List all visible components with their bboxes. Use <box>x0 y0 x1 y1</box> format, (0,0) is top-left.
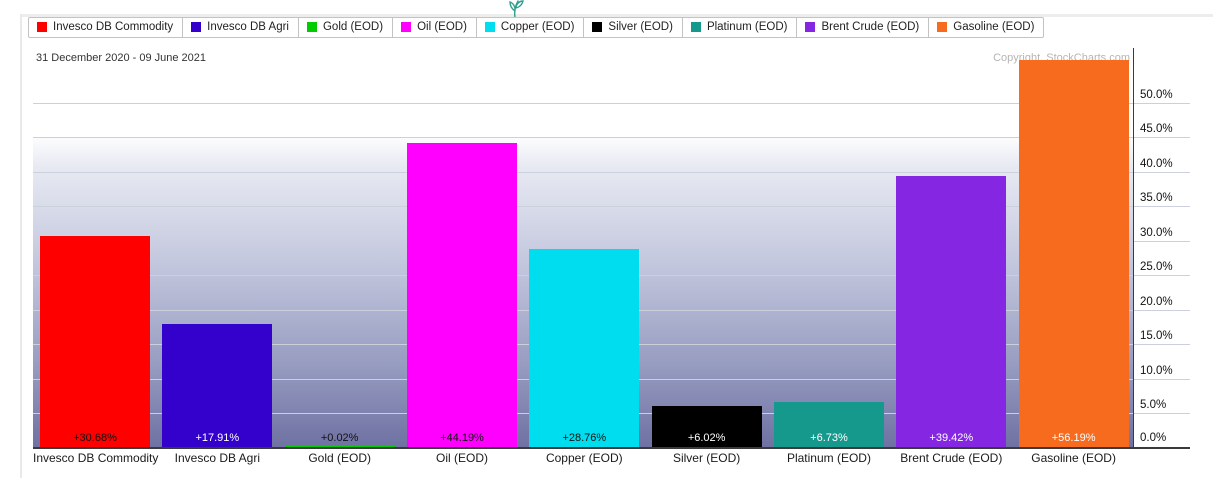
bar <box>529 249 640 448</box>
y-axis-tick-label: 10.0% <box>1140 364 1173 377</box>
legend-item-label: Gasoline (EOD) <box>953 21 1035 33</box>
x-axis-line <box>33 447 1190 449</box>
container-left-border <box>20 14 22 478</box>
x-axis-category-label: Platinum (EOD) <box>786 451 871 465</box>
y-axis-tick-label: 15.0% <box>1140 330 1173 343</box>
legend-swatch-icon <box>937 22 948 32</box>
bar <box>162 324 273 448</box>
legend-swatch-icon <box>592 22 603 32</box>
x-axis-category-label: Copper (EOD) <box>545 451 623 465</box>
bar <box>1018 59 1129 448</box>
legend-swatch-icon <box>191 22 202 32</box>
y-axis-tick-label: 20.0% <box>1140 295 1173 308</box>
y-axis-tick-label: 5.0% <box>1140 399 1167 412</box>
bar-value-label: +0.02% <box>320 432 359 444</box>
x-axis-category-label: Gold (EOD) <box>308 451 371 465</box>
bar-value-label: +30.68% <box>73 432 117 444</box>
bar <box>896 175 1007 448</box>
legend-swatch-icon <box>37 22 47 32</box>
legend-item-label: Oil (EOD) <box>417 21 467 33</box>
plot-area: 0.0% 5.0% 10.0% 15.0% 20.0% 25.0% 30.0% 35.0% 40… <box>33 48 1190 449</box>
gridline <box>33 102 1190 104</box>
x-axis-category-label: Gasoline (EOD) <box>1031 451 1116 465</box>
y-axis-tick-label: 25.0% <box>1140 261 1173 274</box>
legend-item[interactable]: Copper (EOD) <box>476 17 585 38</box>
container-top-border <box>20 14 1213 17</box>
legend-item[interactable]: Gold (EOD) <box>298 17 394 38</box>
gridline <box>33 137 1190 139</box>
y-axis-tick-label: 35.0% <box>1140 192 1173 205</box>
bar <box>651 406 762 448</box>
x-axis-category-label: Silver (EOD) <box>672 451 741 465</box>
bar-value-label: +44.19% <box>440 432 484 444</box>
legend-item-label: Silver (EOD) <box>608 21 673 33</box>
legend-item-label: Platinum (EOD) <box>706 21 788 33</box>
bar-value-label: +28.76% <box>562 432 607 444</box>
x-axis-category-labels: Invesco DB Commodity Invesco DB Agri Gold … <box>33 451 1134 467</box>
bar-value-label: +56.19% <box>1051 432 1096 444</box>
bar-value-label: +17.91% <box>195 432 240 444</box>
date-range-label: 31 December 2020 - 09 June 2021 <box>36 52 207 64</box>
legend-item[interactable]: Invesco DB Commodity <box>28 17 184 38</box>
y-axis-line <box>1133 48 1134 448</box>
legend-swatch-icon <box>690 22 701 32</box>
bar <box>40 236 150 448</box>
legend-item-label: Gold (EOD) <box>322 21 384 33</box>
bar-value-label: +6.02% <box>687 432 726 444</box>
y-axis-tick-label: 40.0% <box>1140 157 1173 170</box>
bar <box>284 445 395 448</box>
gridline <box>33 206 1190 208</box>
legend-item[interactable]: Silver (EOD) <box>584 17 683 38</box>
legend-item[interactable]: Invesco DB Agri <box>183 17 299 38</box>
legend-item-label: Invesco DB Agri <box>207 21 289 33</box>
x-axis-category-label: Oil (EOD) <box>435 451 488 465</box>
gridline <box>33 240 1190 242</box>
y-axis-tick-label: 30.0% <box>1140 226 1173 239</box>
legend-item[interactable]: Oil (EOD) <box>393 17 477 38</box>
bar-value-label: +6.73% <box>810 432 848 444</box>
legend-swatch-icon <box>306 22 317 32</box>
legend-swatch-icon <box>484 22 495 32</box>
legend-swatch-icon <box>401 22 412 32</box>
x-axis-category-label: Brent Crude (EOD) <box>900 451 1003 465</box>
sprout-icon <box>509 0 524 19</box>
y-axis-tick-label: 50.0% <box>1140 88 1173 101</box>
legend-item[interactable]: Brent Crude (EOD) <box>797 17 930 38</box>
legend-item-label: Copper (EOD) <box>500 21 575 33</box>
x-axis-category-label: Invesco DB Agri <box>174 451 261 465</box>
legend-item-label: Invesco DB Commodity <box>53 21 174 33</box>
legend-item-label: Brent Crude (EOD) <box>821 21 920 33</box>
y-axis-tick-label: 45.0% <box>1140 123 1173 136</box>
gridline <box>33 171 1190 173</box>
legend-item[interactable]: Platinum (EOD) <box>682 17 798 38</box>
x-axis-category-label: Invesco DB Commodity <box>33 451 159 465</box>
y-axis-tick-label: 0.0% <box>1140 432 1167 444</box>
legend-item[interactable]: Gasoline (EOD) <box>929 17 1045 38</box>
bar <box>773 401 884 448</box>
legend-swatch-icon <box>805 22 816 32</box>
bar-value-label: +39.42% <box>929 432 974 444</box>
bar <box>406 142 517 448</box>
legend: Invesco DB Commodity Invesco DB Agri Gold … <box>28 17 1045 38</box>
